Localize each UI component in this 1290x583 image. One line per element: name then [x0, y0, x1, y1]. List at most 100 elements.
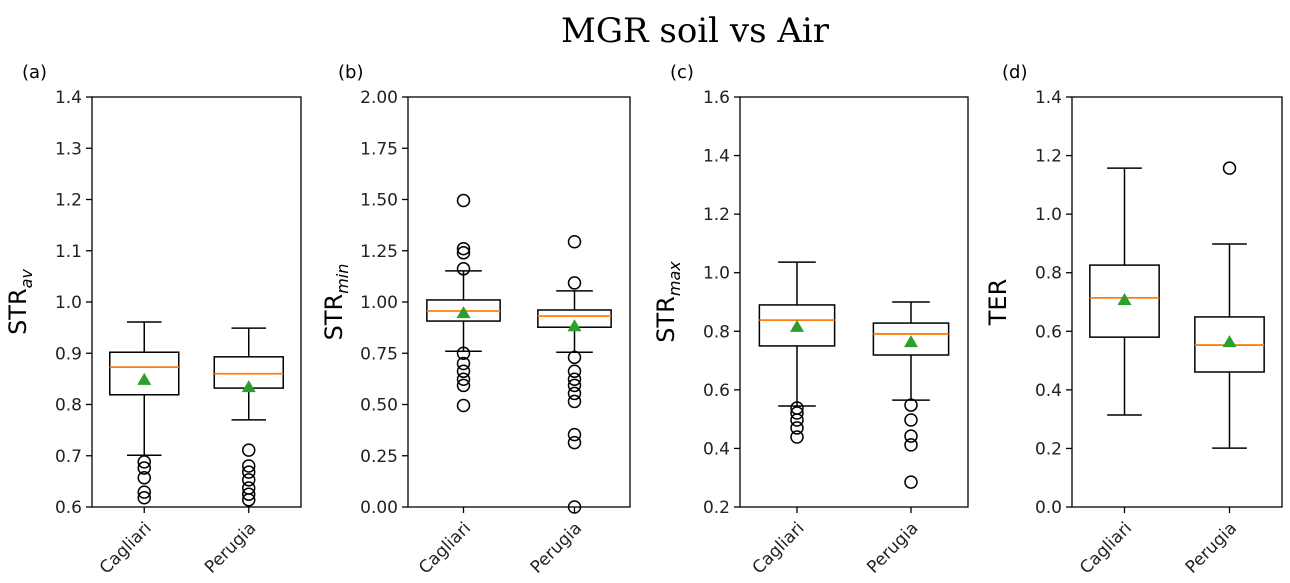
y-axis-label: TER	[984, 279, 1012, 327]
x-tick-label: Perugia	[1182, 518, 1241, 577]
y-axis-label-text: TER	[984, 279, 1012, 327]
outlier	[567, 435, 582, 450]
figure-title: MGR soil vs Air	[561, 11, 830, 51]
y-tick-label: 0.2	[703, 498, 730, 518]
y-tick-label: 1.0	[1035, 205, 1062, 225]
outlier	[242, 473, 256, 487]
outlier	[456, 246, 471, 260]
outlier	[137, 491, 151, 505]
y-tick-label: 0.00	[360, 498, 398, 518]
outlier	[567, 427, 582, 442]
outlier	[790, 406, 804, 420]
y-axis-label: STRmin	[320, 264, 352, 341]
panel-label: (a)	[22, 62, 47, 83]
y-tick-label: 0.6	[1035, 322, 1062, 342]
outlier	[567, 372, 582, 387]
outlier	[790, 413, 804, 427]
y-axis-label-text: STR	[652, 296, 680, 343]
outlier	[242, 459, 256, 473]
outlier	[456, 346, 471, 360]
outlier	[456, 262, 471, 276]
y-axis-label: STRmax	[652, 261, 684, 343]
y-tick-label: 0.0	[1035, 498, 1062, 518]
outlier	[904, 398, 918, 412]
y-tick-label: 0.50	[360, 396, 398, 416]
y-axis-label: STRav	[4, 269, 36, 335]
outlier	[567, 234, 582, 249]
outlier	[790, 430, 804, 444]
outlier	[456, 364, 471, 379]
mean-marker	[456, 306, 471, 319]
y-tick-label: 1.4	[55, 88, 82, 108]
outlier	[137, 455, 151, 469]
outlier	[456, 356, 471, 371]
y-tick-label: 1.1	[55, 242, 82, 262]
x-tick-label: Perugia	[863, 518, 922, 577]
mean-marker	[567, 319, 582, 332]
outlier	[567, 350, 582, 365]
y-tick-label: 0.25	[360, 447, 398, 467]
y-tick-label: 1.2	[703, 205, 730, 225]
y-axis-label-text: STR	[4, 288, 32, 335]
y-tick-label: 0.8	[55, 396, 82, 416]
x-tick-label: Cagliari	[415, 518, 475, 578]
outlier	[567, 500, 582, 514]
plot-frame	[407, 96, 631, 508]
y-tick-label: 1.75	[360, 139, 398, 159]
outlier	[790, 421, 804, 435]
y-tick-label: 1.4	[1035, 88, 1062, 108]
mean-marker	[790, 319, 804, 332]
outlier	[456, 398, 471, 413]
outlier	[567, 276, 582, 290]
box	[1089, 264, 1160, 338]
panel: (c) STRmax 0.2 0.4 0.6 0.8 1.0 1.2 1.4 1.6 Cagliar…	[652, 62, 969, 578]
outlier	[456, 241, 471, 256]
y-tick-label: 0.6	[55, 498, 82, 518]
y-tick-label: 0.2	[1035, 439, 1062, 459]
y-axis-label-subscript: min	[333, 264, 352, 294]
outlier	[456, 378, 471, 393]
plot-frame	[1071, 96, 1283, 508]
mean-marker	[241, 380, 256, 393]
x-tick-label: Cagliari	[96, 518, 156, 578]
outlier	[242, 465, 256, 479]
panel: (a) STRav 0.6 0.7 0.8 0.9 1.0 1.1 1.2 1.3 1.4 Cagli…	[4, 62, 302, 578]
x-tick-label: Cagliari	[1076, 518, 1136, 578]
outlier	[904, 413, 918, 427]
panel: (b) STRmin 0.00 0.25 0.50 0.75 1.00 1.25 1.50 1.7…	[320, 62, 631, 578]
outlier	[242, 487, 256, 501]
outlier	[137, 471, 151, 485]
y-tick-label: 1.2	[1035, 147, 1062, 167]
y-tick-label: 1.0	[703, 264, 730, 284]
y-tick-label: 1.50	[360, 191, 398, 211]
outlier	[1222, 161, 1237, 175]
panel: (d) TER 0.0 0.2 0.4 0.6 0.8 1.0 1.2 1.4 Cagliari Pe…	[984, 62, 1283, 578]
x-tick-label: Perugia	[527, 518, 586, 577]
mean-marker	[1222, 335, 1237, 348]
outlier	[567, 378, 582, 393]
mean-marker	[1117, 292, 1132, 305]
outlier	[904, 438, 918, 452]
plot-frame	[739, 96, 969, 508]
outlier	[904, 475, 918, 489]
y-tick-label: 0.4	[1035, 381, 1062, 401]
box	[872, 322, 950, 356]
y-tick-label: 1.25	[360, 242, 398, 262]
x-tick-label: Cagliari	[749, 518, 809, 578]
outlier	[567, 386, 582, 401]
panel-label: (b)	[338, 62, 363, 83]
outlier	[567, 364, 582, 379]
outlier	[567, 394, 582, 409]
y-tick-label: 0.7	[55, 447, 82, 467]
y-tick-label: 1.0	[55, 293, 82, 313]
outlier	[904, 429, 918, 443]
box	[109, 351, 180, 396]
y-tick-label: 0.75	[360, 344, 398, 364]
outlier	[137, 461, 151, 475]
outlier	[242, 443, 256, 457]
y-tick-label: 1.4	[703, 147, 730, 167]
y-tick-label: 2.00	[360, 88, 398, 108]
panel-label: (c)	[670, 62, 694, 83]
outlier	[137, 485, 151, 499]
